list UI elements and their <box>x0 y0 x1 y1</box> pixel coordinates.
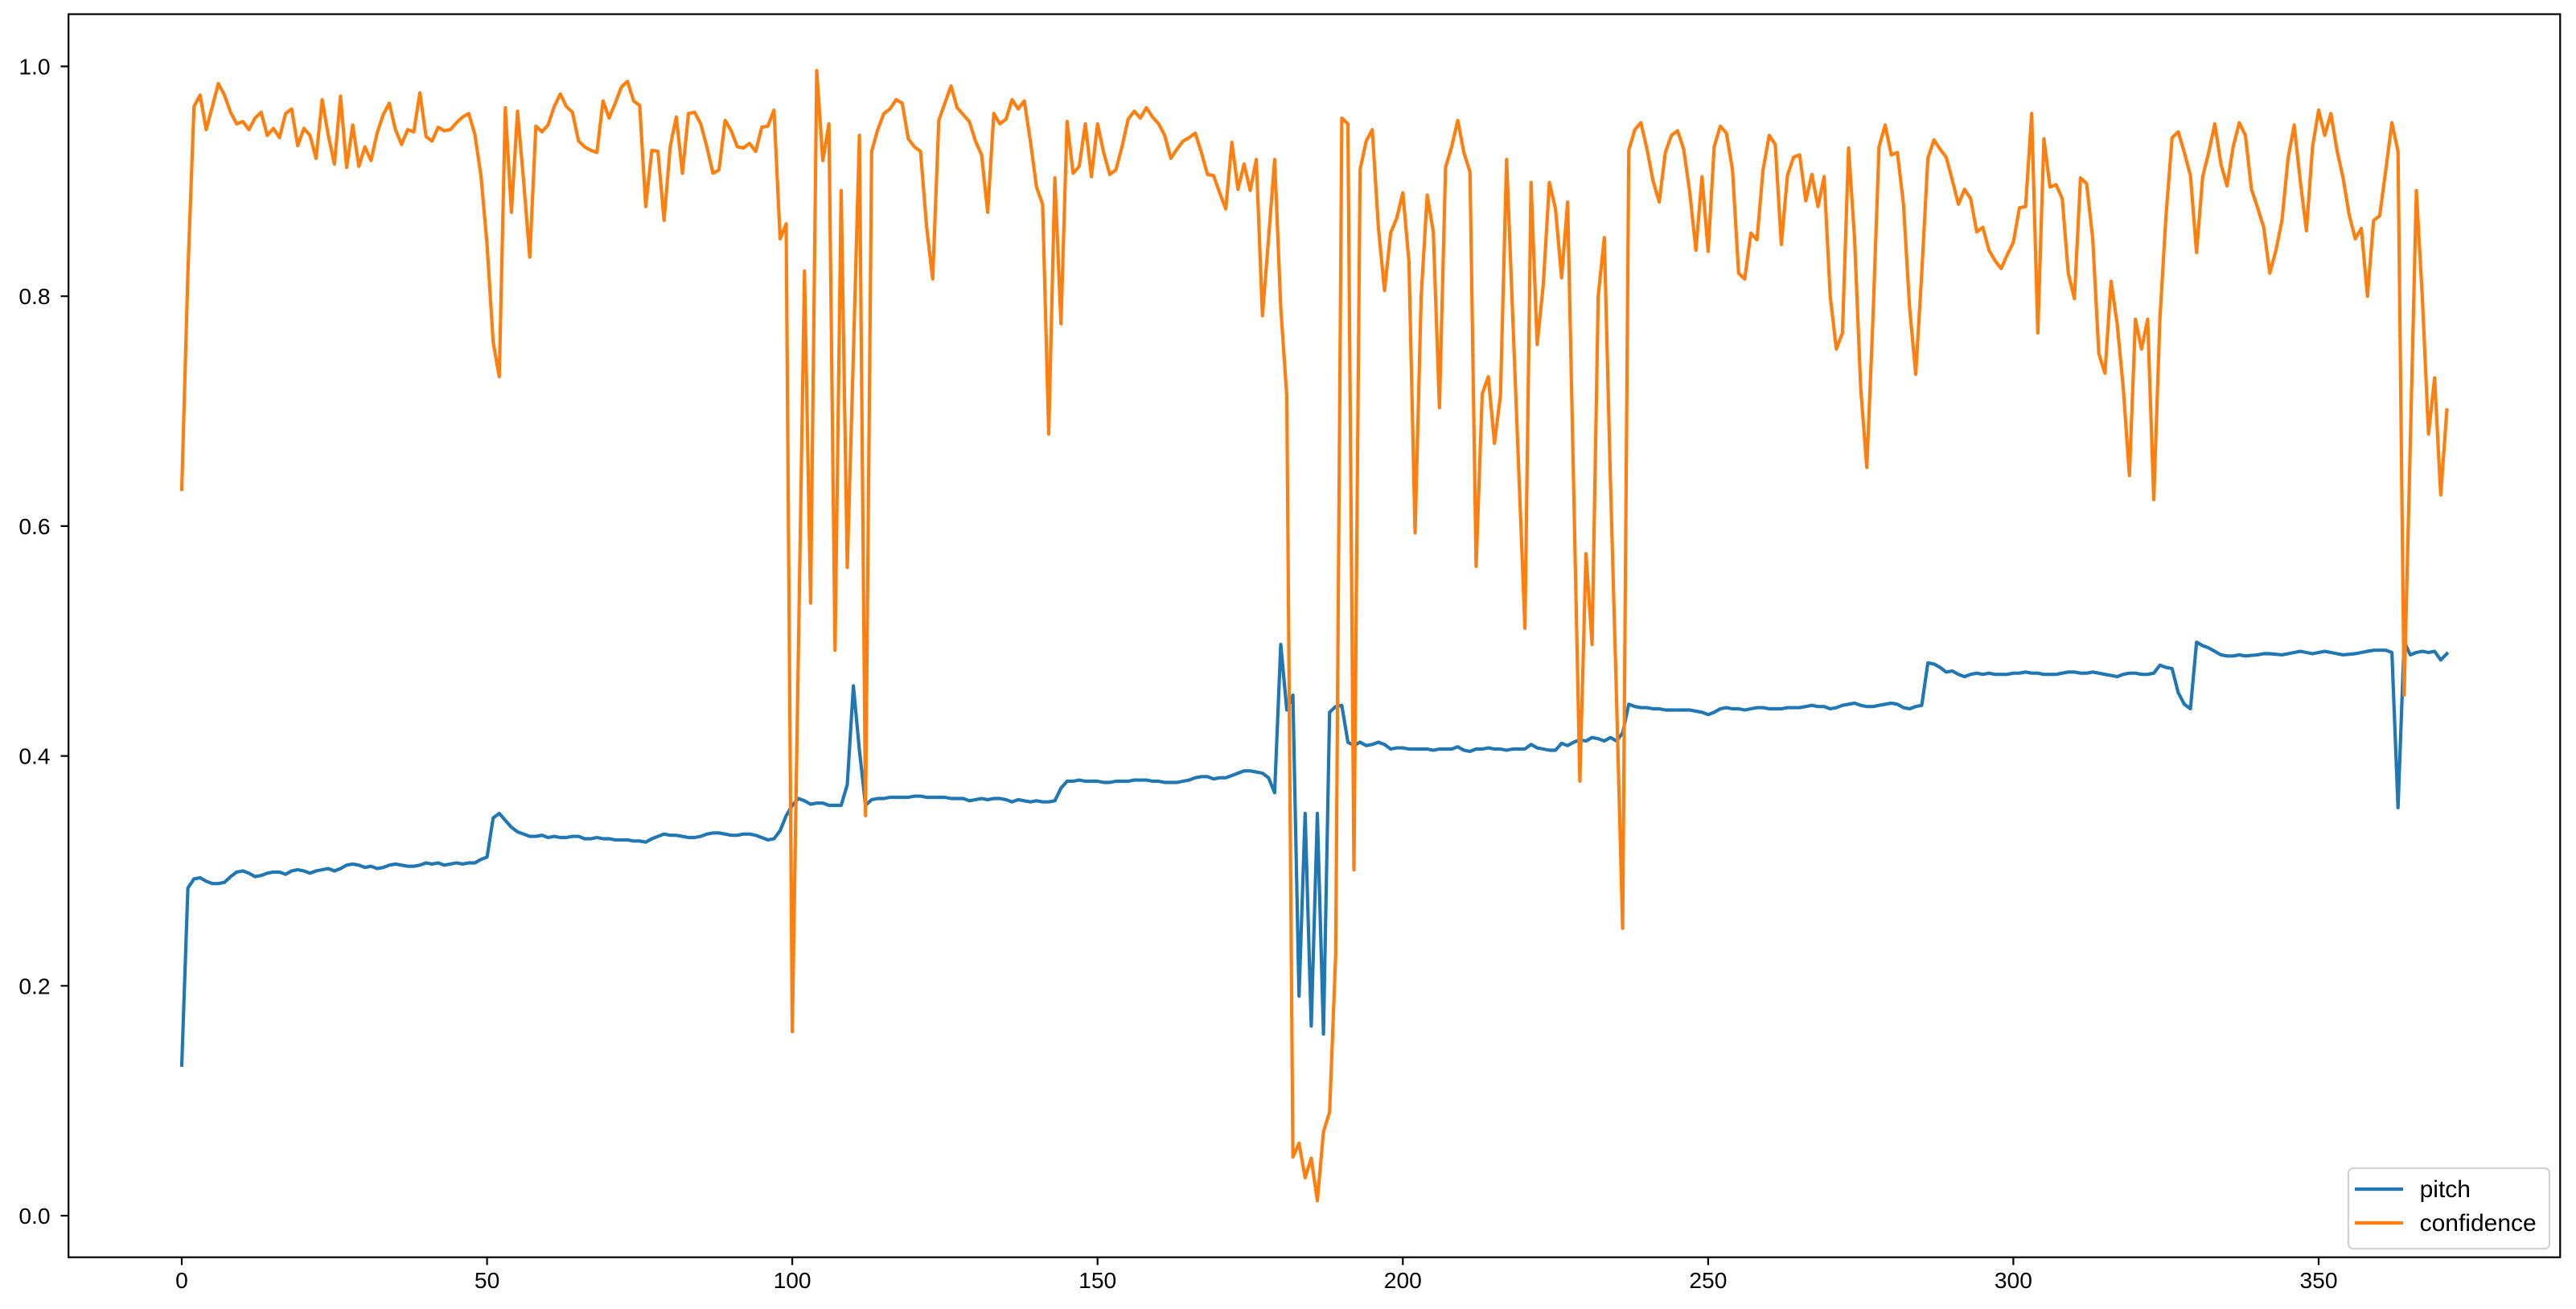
svg-text:0.6: 0.6 <box>18 513 50 539</box>
svg-text:0: 0 <box>175 1267 188 1293</box>
svg-text:250: 250 <box>1689 1267 1727 1293</box>
svg-text:50: 50 <box>475 1267 499 1293</box>
svg-text:150: 150 <box>1078 1267 1116 1293</box>
svg-text:confidence: confidence <box>2420 1210 2537 1237</box>
svg-text:1.0: 1.0 <box>18 54 50 80</box>
svg-text:200: 200 <box>1384 1267 1422 1293</box>
svg-text:350: 350 <box>2299 1267 2337 1293</box>
svg-text:0.8: 0.8 <box>18 283 50 309</box>
svg-text:0.4: 0.4 <box>18 743 50 769</box>
svg-text:100: 100 <box>774 1267 811 1293</box>
svg-text:pitch: pitch <box>2420 1176 2471 1203</box>
svg-text:0.2: 0.2 <box>18 973 50 998</box>
svg-text:300: 300 <box>1995 1267 2032 1293</box>
svg-text:0.0: 0.0 <box>18 1203 50 1229</box>
